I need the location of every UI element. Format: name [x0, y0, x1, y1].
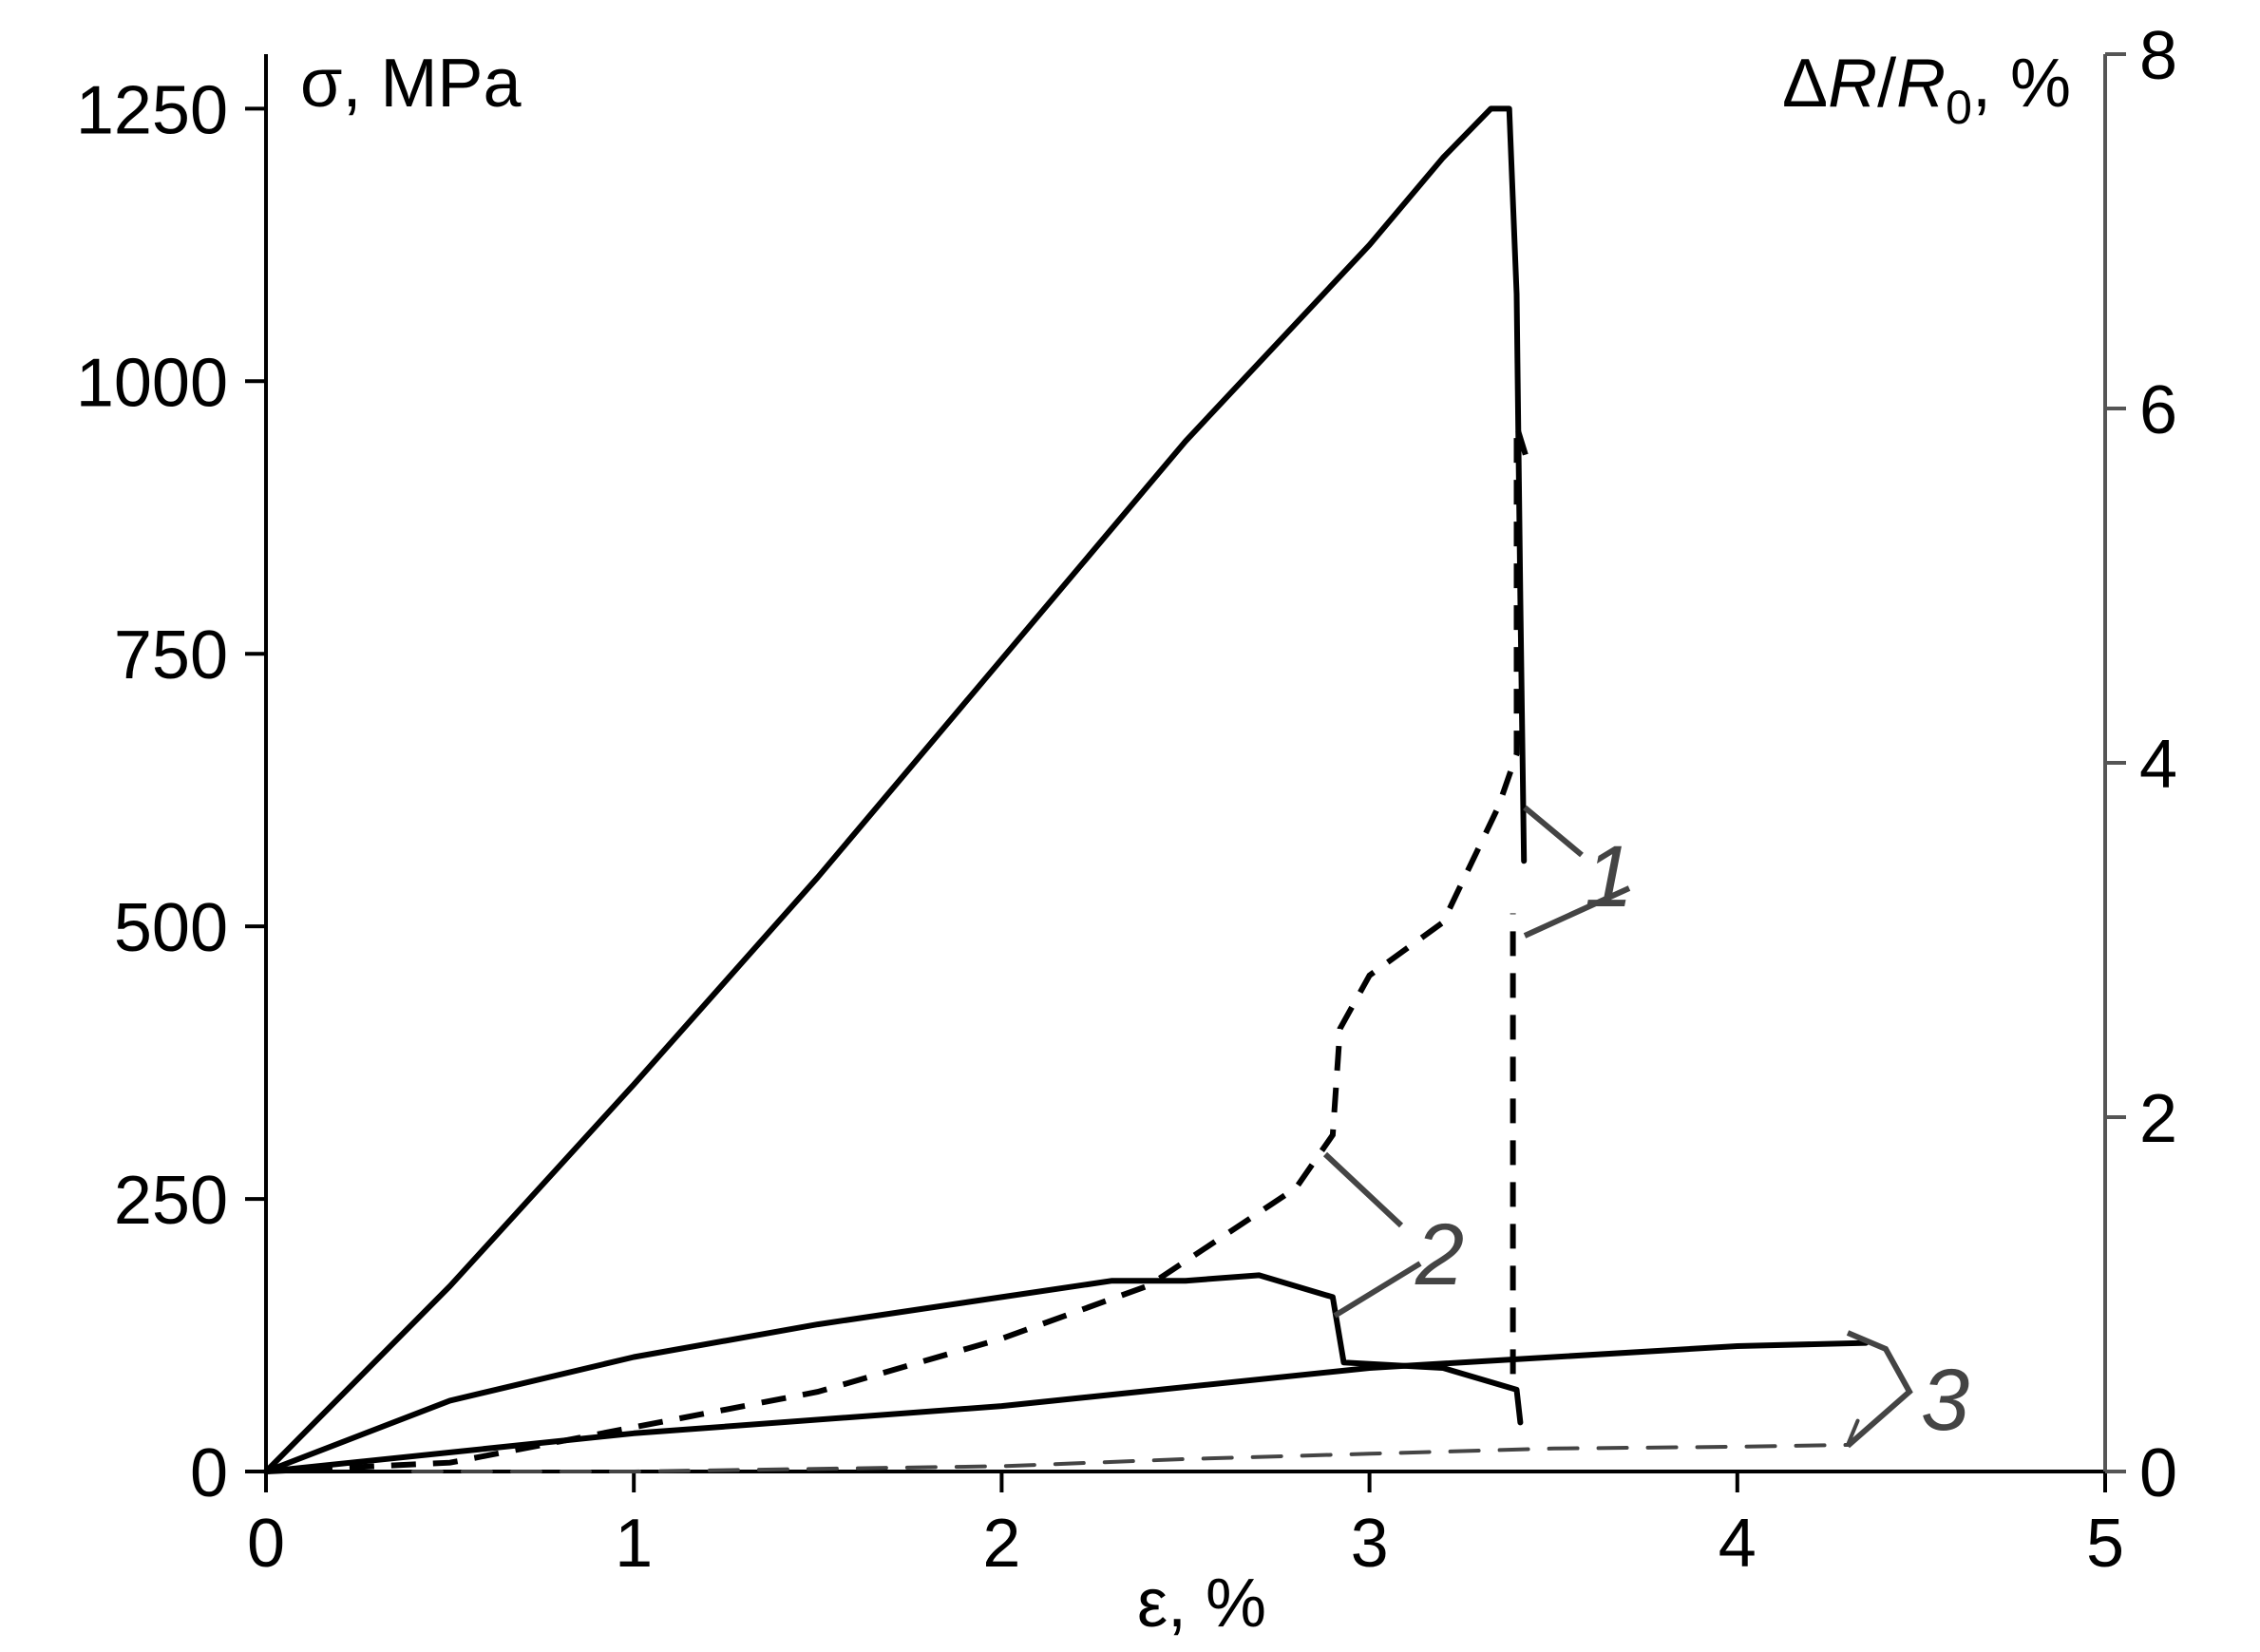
series-1-stress-line: [263, 105, 1528, 1474]
axis-titles: σ, MPa ε, % ΔR/R0, %: [300, 46, 2071, 1642]
x-axis-title: ε, %: [1137, 1566, 1266, 1642]
x-tick-label: 4: [1719, 1506, 1757, 1582]
curve-label-3: 3: [1921, 1352, 1969, 1449]
y-left-tick-label: 1250: [76, 72, 228, 148]
label-1-leader: [1523, 805, 1631, 939]
y-left-tick-label: 500: [114, 890, 228, 966]
x-tick-label: 5: [2086, 1506, 2124, 1582]
series-3-stress-line: [263, 1339, 1870, 1474]
y-left-tick-label: 1000: [76, 345, 228, 421]
label-3-leader: [1846, 1330, 1913, 1449]
y-axis-right-title: ΔR/R0, %: [1782, 46, 2071, 134]
y-right-tick-label: 8: [2139, 18, 2177, 94]
x-tick-label: 2: [982, 1506, 1020, 1582]
curve-labels: 1 2 3: [1415, 828, 1969, 1449]
y-left-tick-label: 250: [114, 1163, 228, 1239]
curve-label-2: 2: [1415, 1206, 1464, 1303]
label-2-leader: [1322, 1151, 1422, 1319]
x-tick-label: 3: [1351, 1506, 1389, 1582]
curves: [263, 105, 1870, 1474]
x-tick-label: 0: [247, 1506, 285, 1582]
curve-label-1: 1: [1585, 828, 1633, 925]
y-right-tick-label: 2: [2139, 1081, 2177, 1157]
axes: [264, 54, 2107, 1473]
y-right-tick-label: 0: [2139, 1435, 2177, 1511]
x-tick-label: 1: [615, 1506, 653, 1582]
y-left-tick-label: 0: [190, 1435, 228, 1511]
label-leaders: [1322, 805, 1913, 1449]
series-3-resistance-line: [410, 1416, 1861, 1473]
series-2-stress-line: [263, 1272, 1524, 1474]
y-right-tick-label: 6: [2139, 372, 2177, 448]
y-right-tick-label: 4: [2139, 727, 2177, 803]
series-1-resistance-line: [265, 425, 1530, 1474]
y-axis-left-title: σ, MPa: [300, 46, 522, 122]
y-left-tick-label: 750: [114, 617, 228, 693]
